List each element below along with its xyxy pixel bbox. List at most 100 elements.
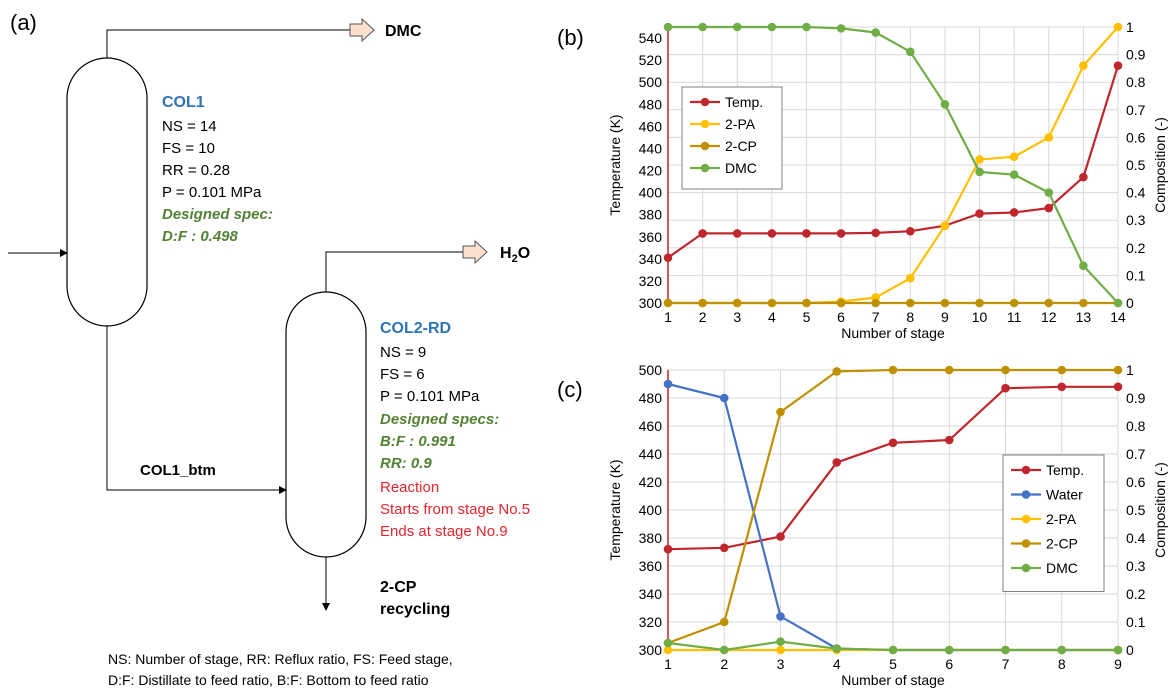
data-point <box>836 229 846 238</box>
data-point <box>1001 645 1010 655</box>
col2-distillate-line <box>325 251 463 292</box>
y2-tick-label: 0.4 <box>1126 185 1146 201</box>
y2-tick-label: 0.8 <box>1126 418 1146 434</box>
col1-distillate-line <box>106 29 350 58</box>
data-point <box>776 637 785 646</box>
col2-param: NS = 9 <box>380 344 426 361</box>
data-point <box>836 298 846 308</box>
y2-tick-label: 0.4 <box>1126 530 1146 546</box>
data-point <box>1113 22 1123 32</box>
data-point <box>1001 383 1010 393</box>
data-point <box>776 612 785 621</box>
data-point <box>732 22 742 32</box>
col1-param: RR = 0.28 <box>162 162 230 179</box>
x-tick-label: 2 <box>699 309 707 325</box>
data-point <box>1044 203 1054 213</box>
y2-tick-label: 0 <box>1126 295 1134 311</box>
data-point <box>888 438 898 448</box>
data-point <box>871 28 880 37</box>
y2-tick-label: 0.5 <box>1126 502 1146 518</box>
data-point <box>732 298 742 308</box>
data-point <box>888 365 898 375</box>
y-tick-label: 300 <box>639 295 663 311</box>
y-tick-label: 400 <box>639 502 663 518</box>
data-point <box>1009 208 1019 217</box>
legend-swatch-marker <box>700 119 710 129</box>
dmc-outlet-arrow-icon <box>349 17 375 43</box>
data-point <box>888 645 898 655</box>
data-point <box>1044 188 1054 197</box>
x-tick-label: 4 <box>768 309 776 325</box>
data-point <box>940 221 950 231</box>
y-tick-label: 500 <box>639 74 663 90</box>
data-point <box>719 393 729 403</box>
data-point <box>975 209 984 218</box>
data-point <box>944 365 954 375</box>
col1-bottoms-line <box>106 326 287 494</box>
col2-spec: B:F : 0.991 <box>380 433 456 450</box>
x-tick-label: 1 <box>664 656 672 672</box>
legend-label: 2-PA <box>1046 511 1077 527</box>
data-point <box>1113 645 1123 655</box>
col1-param: P = 0.101 MPa <box>162 184 262 201</box>
x-axis-title: Number of stage <box>841 325 945 341</box>
data-point <box>663 379 673 389</box>
panel-a-label: (a) <box>10 10 37 35</box>
data-point <box>1079 172 1088 182</box>
legend-swatch-marker <box>1021 563 1031 573</box>
data-point <box>1009 152 1019 162</box>
col1-btm-stream-label: COL1_btm <box>140 462 216 479</box>
y-tick-label: 380 <box>639 530 663 546</box>
data-point <box>663 22 673 32</box>
legend-label: DMC <box>1046 560 1078 576</box>
data-point <box>1113 365 1123 375</box>
legend-label: 2-CP <box>725 138 757 154</box>
data-point <box>940 99 950 109</box>
data-point <box>698 298 707 308</box>
y-tick-label: 300 <box>639 642 663 658</box>
data-point <box>663 638 673 648</box>
data-point <box>1057 382 1067 392</box>
data-point <box>906 273 915 283</box>
legend-swatch-marker <box>1021 490 1031 499</box>
y-axis-title: Temperature (K) <box>607 459 623 560</box>
col2-param: P = 0.101 MPa <box>380 388 480 405</box>
legend-swatch-marker <box>700 163 710 173</box>
y-tick-label: 520 <box>639 52 663 68</box>
data-point <box>1009 170 1019 179</box>
y2-tick-label: 0.9 <box>1126 390 1146 406</box>
data-point <box>732 229 742 238</box>
y2-tick-label: 0.7 <box>1126 446 1146 462</box>
legend-swatch-marker <box>1021 539 1031 548</box>
reaction-note: Reaction <box>380 479 439 496</box>
x-tick-label: 2 <box>720 656 728 672</box>
x-tick-label: 5 <box>803 309 811 325</box>
panel-c-label: (c) <box>557 377 583 402</box>
x-tick-label: 14 <box>1110 309 1126 325</box>
y2-tick-label: 0.6 <box>1126 129 1146 145</box>
y-tick-label: 400 <box>639 185 663 201</box>
y-tick-label: 540 <box>639 30 663 46</box>
y2-tick-label: 0.3 <box>1126 212 1146 228</box>
data-point <box>698 229 707 238</box>
data-point <box>871 298 880 308</box>
x-tick-label: 8 <box>1058 656 1066 672</box>
data-point <box>940 298 950 308</box>
legend-swatch-marker <box>1021 465 1031 475</box>
data-point <box>663 544 673 554</box>
recycle-label: 2-CP <box>380 579 417 596</box>
data-point <box>767 298 777 308</box>
y-tick-label: 420 <box>639 163 663 179</box>
h2o-outlet-arrow-icon <box>462 239 488 265</box>
x-tick-label: 13 <box>1076 309 1092 325</box>
data-point <box>719 543 729 553</box>
col1-param: FS = 10 <box>162 140 215 157</box>
x-tick-label: 3 <box>777 656 785 672</box>
x-tick-label: 7 <box>1002 656 1010 672</box>
legend-label: 2-PA <box>725 116 756 132</box>
x-tick-label: 7 <box>872 309 880 325</box>
y2-tick-label: 0.1 <box>1126 267 1146 283</box>
data-point <box>975 298 984 308</box>
x-tick-label: 6 <box>837 309 845 325</box>
data-point <box>802 298 811 308</box>
